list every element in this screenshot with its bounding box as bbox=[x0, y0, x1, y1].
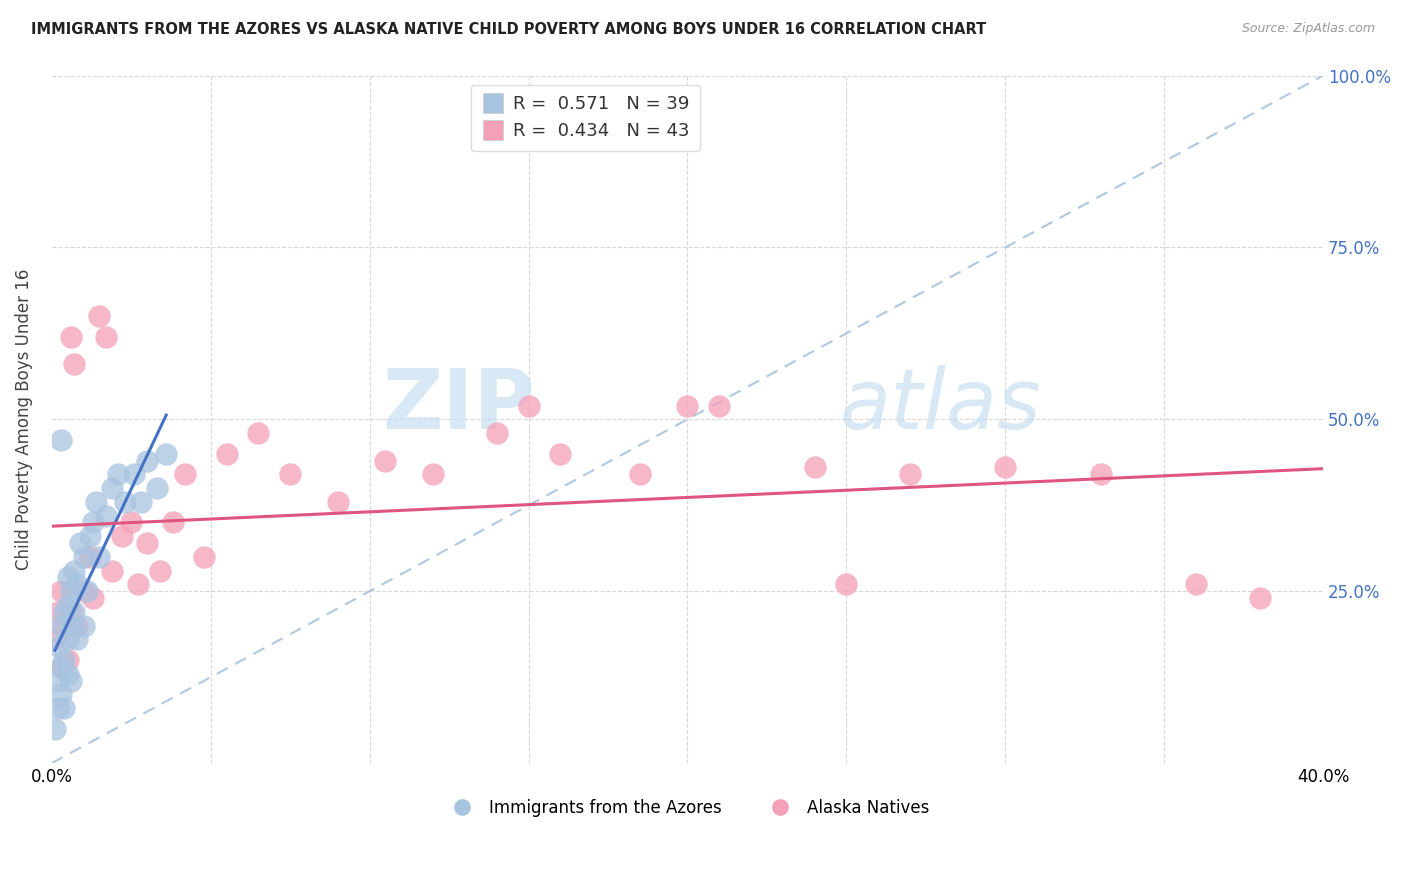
Point bbox=[101, 481, 124, 495]
Point bbox=[803, 460, 825, 475]
Point bbox=[51, 660, 73, 674]
Point bbox=[82, 591, 104, 606]
Y-axis label: Child Poverty Among Boys Under 16: Child Poverty Among Boys Under 16 bbox=[15, 268, 32, 570]
Point bbox=[174, 467, 197, 482]
Point bbox=[53, 701, 76, 715]
Point bbox=[145, 481, 167, 495]
Point bbox=[1090, 467, 1112, 482]
Point bbox=[129, 495, 152, 509]
Point bbox=[709, 399, 731, 413]
Point bbox=[44, 722, 66, 736]
Point bbox=[72, 549, 94, 564]
Legend: Immigrants from the Azores, Alaska Natives: Immigrants from the Azores, Alaska Nativ… bbox=[439, 792, 936, 823]
Point bbox=[101, 564, 124, 578]
Point bbox=[898, 467, 921, 482]
Point bbox=[69, 536, 91, 550]
Point bbox=[53, 618, 76, 632]
Text: Source: ZipAtlas.com: Source: ZipAtlas.com bbox=[1241, 22, 1375, 36]
Point bbox=[136, 536, 159, 550]
Point bbox=[59, 584, 82, 599]
Text: ZIP: ZIP bbox=[382, 365, 534, 446]
Point bbox=[628, 467, 651, 482]
Point bbox=[278, 467, 301, 482]
Point bbox=[56, 632, 79, 647]
Point bbox=[51, 433, 73, 447]
Point bbox=[59, 618, 82, 632]
Point bbox=[59, 605, 82, 619]
Point bbox=[84, 495, 107, 509]
Point bbox=[53, 653, 76, 667]
Point bbox=[63, 564, 86, 578]
Point bbox=[56, 653, 79, 667]
Point bbox=[72, 618, 94, 632]
Point bbox=[63, 605, 86, 619]
Point bbox=[485, 426, 508, 441]
Point bbox=[51, 584, 73, 599]
Point bbox=[89, 549, 111, 564]
Point bbox=[127, 577, 149, 591]
Point bbox=[94, 330, 117, 344]
Point bbox=[59, 330, 82, 344]
Point bbox=[374, 453, 396, 467]
Point bbox=[517, 399, 540, 413]
Point bbox=[46, 673, 69, 688]
Point bbox=[79, 549, 101, 564]
Point bbox=[149, 564, 172, 578]
Point bbox=[51, 618, 73, 632]
Point bbox=[89, 309, 111, 323]
Point bbox=[155, 447, 177, 461]
Point bbox=[1185, 577, 1208, 591]
Point bbox=[79, 529, 101, 543]
Point bbox=[46, 701, 69, 715]
Text: atlas: atlas bbox=[839, 365, 1042, 446]
Point bbox=[63, 357, 86, 371]
Point bbox=[326, 495, 349, 509]
Point bbox=[124, 467, 146, 482]
Point bbox=[76, 584, 98, 599]
Point bbox=[1249, 591, 1271, 606]
Point bbox=[120, 516, 142, 530]
Point bbox=[56, 598, 79, 612]
Point bbox=[114, 495, 136, 509]
Point bbox=[51, 660, 73, 674]
Point bbox=[46, 605, 69, 619]
Point bbox=[215, 447, 238, 461]
Point bbox=[56, 570, 79, 584]
Point bbox=[136, 453, 159, 467]
Point bbox=[46, 639, 69, 653]
Point bbox=[59, 673, 82, 688]
Point bbox=[44, 632, 66, 647]
Point bbox=[94, 508, 117, 523]
Point bbox=[422, 467, 444, 482]
Point bbox=[66, 577, 89, 591]
Point bbox=[82, 516, 104, 530]
Point bbox=[111, 529, 134, 543]
Point bbox=[550, 447, 572, 461]
Text: IMMIGRANTS FROM THE AZORES VS ALASKA NATIVE CHILD POVERTY AMONG BOYS UNDER 16 CO: IMMIGRANTS FROM THE AZORES VS ALASKA NAT… bbox=[31, 22, 986, 37]
Point bbox=[193, 549, 215, 564]
Point bbox=[66, 618, 89, 632]
Point bbox=[676, 399, 699, 413]
Point bbox=[162, 516, 184, 530]
Point bbox=[247, 426, 270, 441]
Point bbox=[994, 460, 1017, 475]
Point bbox=[66, 632, 89, 647]
Point bbox=[56, 666, 79, 681]
Point bbox=[51, 687, 73, 701]
Point bbox=[72, 584, 94, 599]
Point bbox=[835, 577, 858, 591]
Point bbox=[107, 467, 129, 482]
Point bbox=[53, 605, 76, 619]
